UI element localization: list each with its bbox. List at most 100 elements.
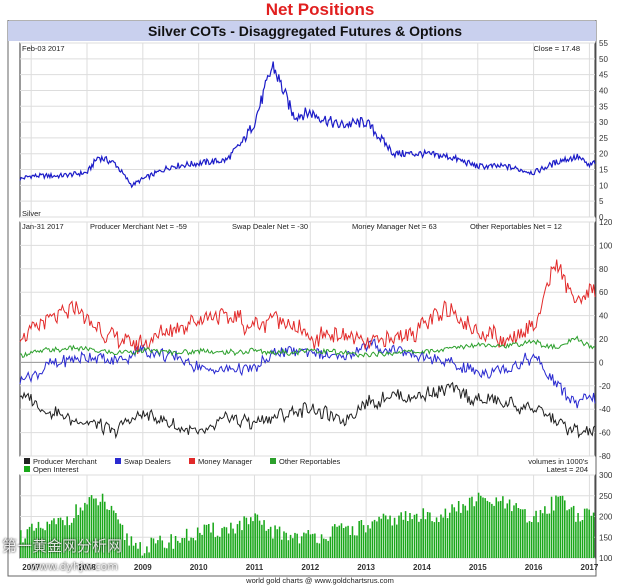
open-interest-bar (351, 526, 354, 558)
swap-dealers-line (19, 338, 596, 409)
silver-price-line (19, 61, 596, 189)
open-interest-bar (146, 546, 148, 558)
open-interest-bar (152, 538, 155, 558)
open-interest-bar (261, 524, 263, 558)
x-tick-label: 2016 (525, 563, 543, 572)
open-interest-bar (453, 507, 456, 558)
open-interest-bar (460, 512, 462, 558)
open-interest-bar (327, 540, 329, 558)
open-interest-bar (575, 521, 577, 558)
open-interest-bar (318, 543, 321, 558)
open-interest-bar (66, 516, 68, 558)
open-interest-bar (378, 516, 380, 558)
y-tick-label: 15 (599, 166, 608, 175)
price-date-label: Feb-03 2017 (22, 44, 65, 53)
open-interest-bar (123, 540, 126, 558)
open-interest-bar (557, 496, 559, 558)
open-interest-bar (347, 525, 349, 558)
open-interest-bar (166, 548, 168, 558)
x-tick-label: 2014 (413, 563, 431, 572)
open-interest-bar (365, 532, 367, 558)
open-interest-bar (384, 515, 387, 558)
open-interest-bar (522, 509, 524, 558)
open-interest-bar (267, 529, 270, 558)
open-interest-bar (179, 542, 181, 558)
open-interest-bar (199, 532, 201, 558)
open-interest-bar (289, 534, 292, 558)
open-interest-bar (170, 534, 172, 558)
open-interest-bar (504, 508, 506, 558)
open-interest-bar (508, 499, 511, 558)
open-interest-bar (278, 526, 281, 558)
open-interest-bar (519, 509, 522, 558)
open-interest-bar (243, 516, 245, 558)
open-interest-bar (464, 505, 467, 558)
open-interest-bar (64, 525, 66, 558)
y-tick-label: 35 (599, 102, 608, 111)
y-tick-label: 100 (599, 554, 613, 563)
open-interest-bar (353, 535, 356, 558)
open-interest-bar (555, 495, 557, 558)
open-interest-bar (141, 555, 144, 558)
open-interest-bar (433, 522, 436, 558)
open-interest-bar (418, 521, 420, 558)
open-interest-bar (307, 530, 310, 558)
open-interest-bar (420, 518, 422, 558)
open-interest-bar (42, 528, 44, 558)
open-interest-bar (586, 508, 588, 558)
open-interest-bar (473, 506, 475, 558)
cot-chart: Silver COTs - Disaggregated Futures & Op… (7, 20, 613, 585)
open-interest-bar (110, 505, 113, 558)
y-tick-label: 30 (599, 118, 608, 127)
open-interest-bar (400, 512, 402, 558)
open-interest-bar (415, 513, 418, 558)
y-tick-label: 150 (599, 533, 613, 542)
open-interest-bar (398, 515, 400, 558)
open-interest-bar (256, 514, 259, 558)
open-interest-bar (230, 522, 232, 558)
open-interest-bar (150, 537, 153, 558)
open-interest-bar (93, 498, 95, 558)
open-interest-bar (451, 504, 453, 558)
open-interest-bar (544, 506, 546, 558)
open-interest-bar (196, 527, 199, 558)
open-interest-panel: 100 150 200 250 300 (19, 471, 613, 563)
open-interest-bar (132, 545, 135, 558)
y-tick-label: 40 (599, 312, 608, 321)
open-interest-bar (154, 543, 157, 558)
open-interest-bar (137, 548, 139, 558)
open-interest-bar (449, 512, 451, 558)
open-interest-bar (468, 497, 471, 558)
open-interest-bar (477, 492, 480, 558)
open-interest-bar (342, 528, 345, 558)
open-interest-bar (530, 522, 533, 558)
y-tick-label: 60 (599, 288, 608, 297)
chart-title: Silver COTs - Disaggregated Futures & Op… (148, 23, 462, 39)
money-net-header: Money Manager Net = 63 (352, 222, 437, 231)
open-interest-bar (298, 543, 301, 558)
open-interest-bar (194, 540, 197, 558)
y-tick-label: 20 (599, 150, 608, 159)
y-tick-label: 80 (599, 265, 608, 274)
open-interest-bar (559, 496, 562, 558)
open-interest-bar (119, 523, 122, 558)
open-interest-bar (442, 517, 444, 558)
open-interest-bar (484, 498, 486, 558)
open-interest-bar (535, 510, 537, 558)
units-note: volumes in 1000's (528, 457, 588, 466)
open-interest-bar (517, 508, 520, 558)
y-tick-label: -20 (599, 382, 611, 391)
open-interest-bar (104, 501, 106, 558)
silver-label: Silver (22, 209, 41, 218)
open-interest-bar (174, 536, 177, 558)
net-date-label: Jan-31 2017 (22, 222, 64, 231)
open-interest-bar (88, 497, 91, 558)
open-interest-bar (528, 521, 531, 558)
open-interest-bar (225, 527, 228, 558)
open-interest-bar (360, 520, 363, 558)
open-interest-bar (190, 537, 192, 558)
open-interest-bar (55, 524, 57, 558)
open-interest-bar (541, 513, 544, 558)
open-interest-bar (336, 526, 338, 558)
y-tick-label: 300 (599, 471, 613, 480)
